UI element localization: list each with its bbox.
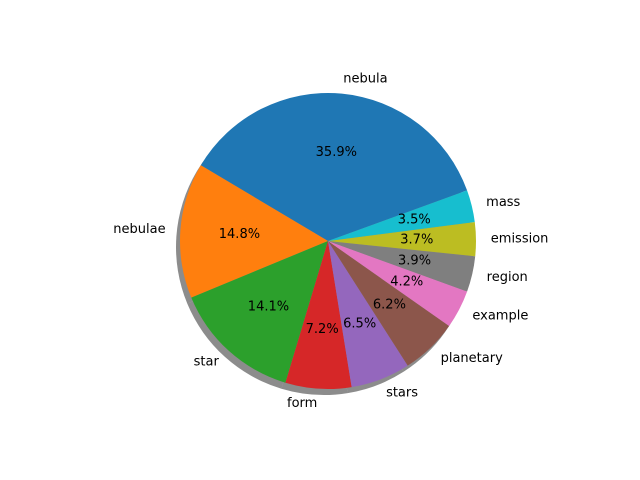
slice-label-star: star [194, 354, 220, 369]
slice-planetary [328, 241, 450, 366]
slice-label-example: example [472, 309, 528, 324]
slice-star [191, 241, 328, 383]
slice-label-nebula: nebula [343, 71, 387, 86]
slice-nebulae [180, 165, 328, 298]
pie-slices [180, 93, 476, 389]
slice-label-region: region [487, 270, 528, 285]
slice-nebula [200, 93, 468, 242]
slice-pct-nebula: 35.9% [316, 145, 357, 160]
slice-label-mass: mass [486, 195, 520, 210]
slice-pct-planetary: 6.2% [373, 298, 406, 313]
slice-pct-nebulae: 14.8% [219, 227, 260, 242]
slice-pct-star: 14.1% [248, 299, 289, 314]
slice-label-stars: stars [386, 386, 418, 401]
slice-form [285, 241, 352, 389]
slice-label-planetary: planetary [441, 351, 503, 366]
slice-pct-stars: 6.5% [343, 316, 376, 331]
slice-pct-example: 4.2% [390, 275, 423, 290]
slice-example [328, 241, 468, 327]
pie-labels: nebula 35.9% nebulae 14.8% star 14.1% form 7.2%… [113, 71, 548, 411]
slice-pct-mass: 3.5% [398, 212, 431, 227]
slice-label-form: form [287, 396, 317, 411]
slice-pct-region: 3.9% [398, 253, 431, 268]
slice-pct-emission: 3.7% [400, 232, 433, 247]
slice-label-nebulae: nebulae [113, 222, 165, 237]
slice-label-emission: emission [491, 231, 549, 246]
slice-pct-form: 7.2% [306, 322, 339, 337]
slice-mass [328, 190, 475, 241]
slice-stars [328, 241, 408, 388]
slice-region [328, 241, 476, 292]
slice-emission [328, 221, 476, 257]
